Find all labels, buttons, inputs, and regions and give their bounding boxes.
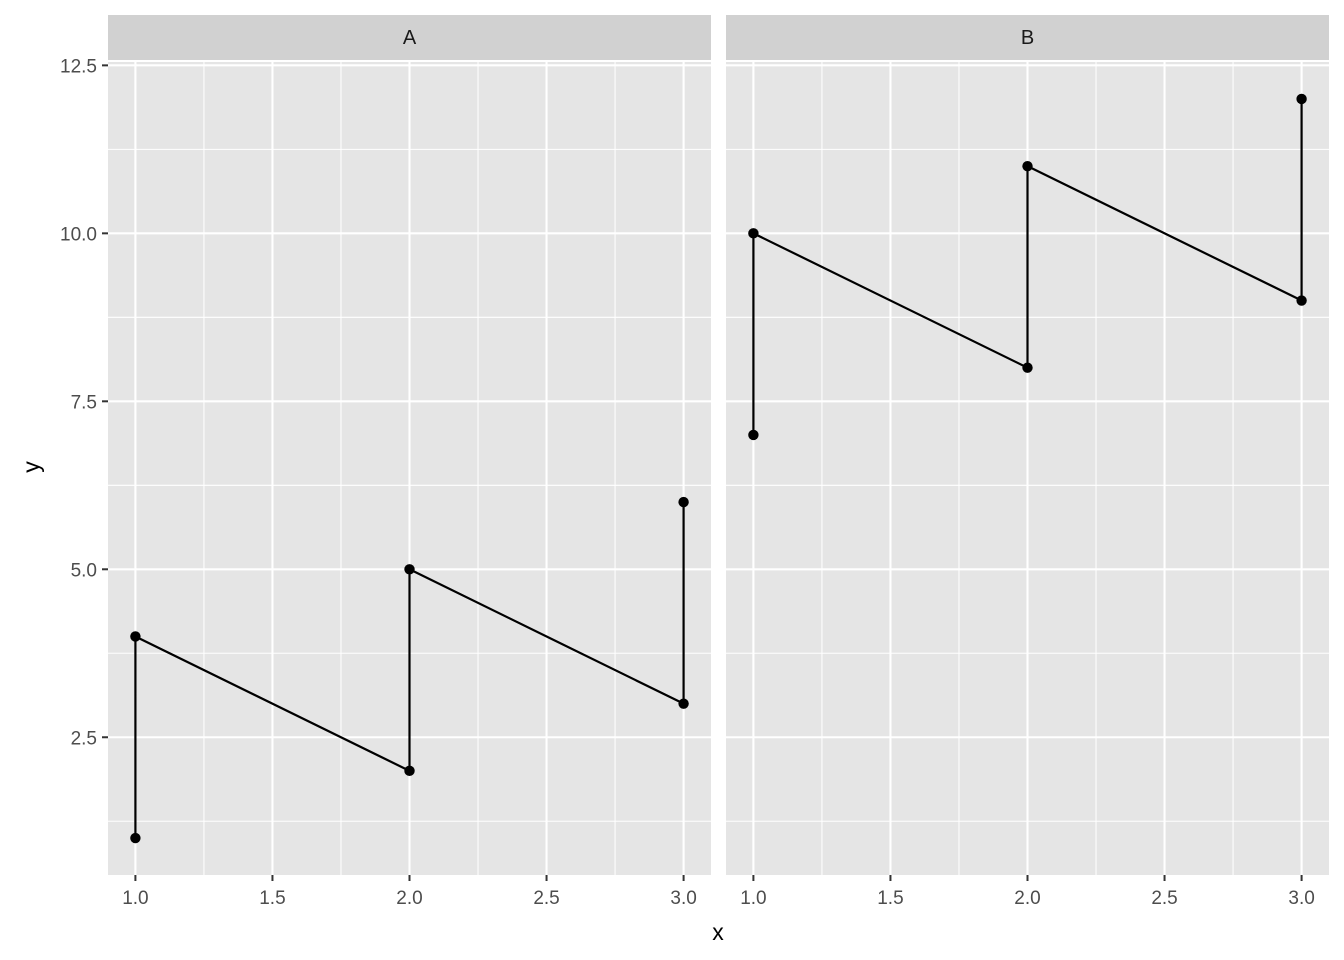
series-line-B xyxy=(752,98,1303,435)
x-tick-label: 2.5 xyxy=(533,888,559,909)
x-tick-label: 1.0 xyxy=(122,888,148,909)
data-point xyxy=(130,832,141,844)
x-axis-B: 1.0 1.5 2.0 2.5 3.0 xyxy=(740,875,1315,909)
data-point xyxy=(678,496,689,508)
y-tick-label: 7.5 xyxy=(71,392,97,413)
y-axis: 2.5 5.0 7.5 10.0 12.5 xyxy=(60,56,108,749)
data-point xyxy=(748,228,759,239)
facet-strip-label: B xyxy=(1021,27,1034,49)
facet-panel-B: B 1.0 1.5 2.0 2.5 3.0 xyxy=(726,15,1329,909)
data-point xyxy=(404,765,415,777)
facets-layer: A 1.0 1.5 2.0 2.5 3.0 B 1.0 1.5 2.0 2.5 3.0 xyxy=(108,15,1329,909)
data-point xyxy=(1296,93,1307,105)
data-point xyxy=(748,429,759,441)
facet-panel-A: A 1.0 1.5 2.0 2.5 3.0 xyxy=(108,15,711,909)
data-point xyxy=(1022,362,1033,373)
data-point xyxy=(1296,295,1307,306)
x-tick-label: 2.0 xyxy=(1014,888,1040,909)
x-tick-label: 1.5 xyxy=(877,888,903,909)
y-tick-label: 2.5 xyxy=(71,728,97,749)
y-tick-label: 5.0 xyxy=(71,560,97,581)
facet-strip-label: A xyxy=(403,27,417,49)
x-tick-label: 3.0 xyxy=(1288,888,1314,909)
x-axis-title: x xyxy=(712,919,724,945)
y-tick-label: 12.5 xyxy=(60,56,97,77)
facet-strip xyxy=(108,15,711,60)
x-tick-label: 1.5 xyxy=(259,888,285,909)
x-tick-label: 2.5 xyxy=(1151,888,1177,909)
data-point xyxy=(130,631,141,642)
x-tick-label: 1.0 xyxy=(740,888,766,909)
x-axis-A: 1.0 1.5 2.0 2.5 3.0 xyxy=(122,875,697,909)
y-axis-title: y xyxy=(18,461,44,473)
data-point xyxy=(678,698,689,709)
facet-strip xyxy=(726,15,1329,60)
x-tick-label: 3.0 xyxy=(670,888,696,909)
data-point xyxy=(1022,160,1033,172)
x-tick-label: 2.0 xyxy=(396,888,422,909)
y-tick-label: 10.0 xyxy=(60,224,97,245)
data-point xyxy=(404,564,415,575)
series-line-A xyxy=(134,502,685,839)
